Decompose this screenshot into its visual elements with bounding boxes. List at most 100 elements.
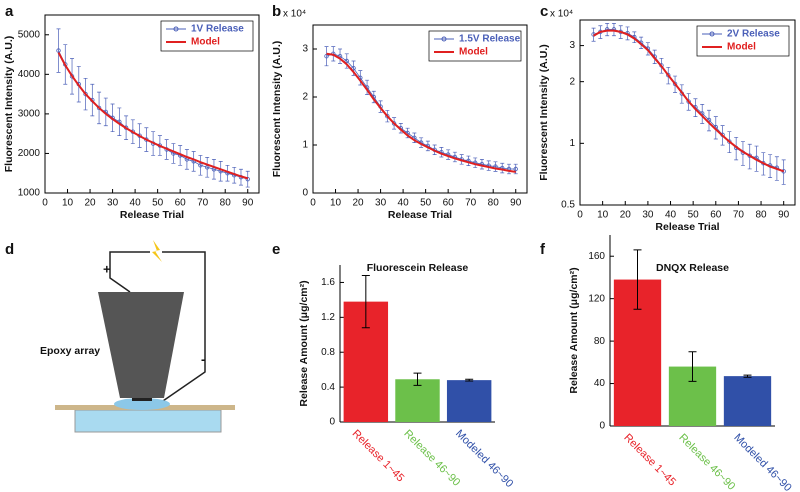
legend-marker <box>173 26 179 32</box>
y-tick-label: 1 <box>302 140 308 151</box>
lightning <box>152 240 162 262</box>
series-line <box>58 50 248 180</box>
panel-letter: d <box>5 241 14 258</box>
chart-title: Fluorescein Release <box>367 262 469 274</box>
marker <box>686 99 691 104</box>
x-tick-label: 30 <box>642 210 654 221</box>
y-tick-label: 2000 <box>18 148 41 159</box>
category-label: Release 1~45 <box>350 428 407 485</box>
y-axis-label: Fluorescent Intensity (A.U.) <box>3 36 15 173</box>
x-tick-label: 60 <box>175 198 187 209</box>
y-tick-label: 3 <box>569 40 575 51</box>
error-bar <box>740 141 745 166</box>
x-tick-label: 60 <box>443 198 455 209</box>
legend-label: 1.5V Release <box>459 34 521 45</box>
y-tick-label: 2 <box>302 92 308 103</box>
series-line <box>57 52 249 180</box>
marker <box>198 163 203 168</box>
panel-letter: c <box>540 3 548 20</box>
x-tick-label: 10 <box>597 210 609 221</box>
series-line <box>326 53 516 170</box>
error-bar <box>465 378 474 382</box>
x-tick-label: 70 <box>465 198 477 209</box>
series-line <box>326 52 516 173</box>
x-tick-label: 20 <box>84 198 96 209</box>
marker <box>727 139 732 144</box>
plus-label: + <box>103 261 111 276</box>
panel-letter: e <box>272 241 280 258</box>
droplet <box>114 398 170 410</box>
y-tick-label: 40 <box>594 378 606 389</box>
x-tick-label: 0 <box>577 210 583 221</box>
error-bar <box>781 159 786 185</box>
legend-box <box>160 20 254 52</box>
legend-label: Model <box>727 42 756 53</box>
y-tick-label: 160 <box>588 251 605 262</box>
x-tick-label: 90 <box>778 210 790 221</box>
y-tick-label: 1.6 <box>321 277 335 288</box>
y-axis-label: Release Amount (μg/cm²) <box>298 280 310 406</box>
x-axis-label: Release Trial <box>120 209 184 221</box>
marker <box>56 48 61 53</box>
bar <box>723 376 772 426</box>
x-tick-label: 0 <box>42 198 48 209</box>
panel-letter: b <box>272 3 281 20</box>
legend-marker <box>441 36 447 42</box>
x-tick-label: 70 <box>733 210 745 221</box>
x-tick-label: 50 <box>152 198 164 209</box>
electrode-diagram: + - Epoxy array d <box>5 240 235 433</box>
wire <box>159 251 206 404</box>
electrode-tip <box>132 398 152 401</box>
x-tick-label: 60 <box>710 210 722 221</box>
y-tick-label: 4000 <box>18 69 41 80</box>
marker <box>351 65 356 71</box>
bar <box>446 380 492 422</box>
error-bar <box>413 372 422 386</box>
y-tick-label: 0 <box>302 188 308 199</box>
y-tick-label: 1000 <box>18 188 41 199</box>
y-tick-label: 0 <box>329 417 335 428</box>
y-tick-label: 0.4 <box>321 382 335 393</box>
error-bar <box>361 274 370 329</box>
x-tick-label: 90 <box>510 198 522 209</box>
marker <box>344 58 349 64</box>
y-tick-label: 5000 <box>18 29 41 40</box>
category-label: Modeled 46~90 <box>731 432 793 492</box>
x-tick-label: 20 <box>352 198 364 209</box>
legend-label: 2V Release <box>727 29 780 40</box>
legend-label: Model <box>191 37 220 48</box>
category-label: Release 46~90 <box>401 428 462 489</box>
epoxy-array <box>98 292 184 398</box>
x-tick-label: 30 <box>107 198 119 209</box>
marker <box>666 73 671 78</box>
x-tick-label: 50 <box>420 198 432 209</box>
x-tick-label: 70 <box>197 198 209 209</box>
x-axis-label: Release Trial <box>655 221 719 233</box>
y-multiplier: x 10⁴ <box>283 9 306 20</box>
y-axis-label: Fluorescent Intensity (A.U.) <box>271 41 283 178</box>
error-bar <box>734 136 739 161</box>
x-tick-label: 80 <box>755 210 767 221</box>
x-tick-label: 0 <box>310 198 316 209</box>
y-tick-label: 3 <box>302 44 308 55</box>
legend-box <box>696 25 790 57</box>
error-bar <box>688 351 697 382</box>
legend-label: Model <box>459 47 488 58</box>
x-tick-label: 40 <box>130 198 142 209</box>
error-bar <box>513 163 518 175</box>
y-multiplier: x 10⁴ <box>550 9 573 20</box>
x-tick-label: 30 <box>375 198 387 209</box>
marker <box>83 91 88 97</box>
x-tick-label: 10 <box>62 198 74 209</box>
x-tick-label: 20 <box>620 210 632 221</box>
y-tick-label: 3000 <box>18 109 41 120</box>
bar <box>395 379 440 422</box>
legend-marker <box>709 31 715 37</box>
plot-frame <box>579 19 796 206</box>
bath <box>74 409 222 433</box>
marker <box>385 113 390 119</box>
x-tick-label: 10 <box>330 198 342 209</box>
category-label: Release 46~90 <box>676 432 737 492</box>
